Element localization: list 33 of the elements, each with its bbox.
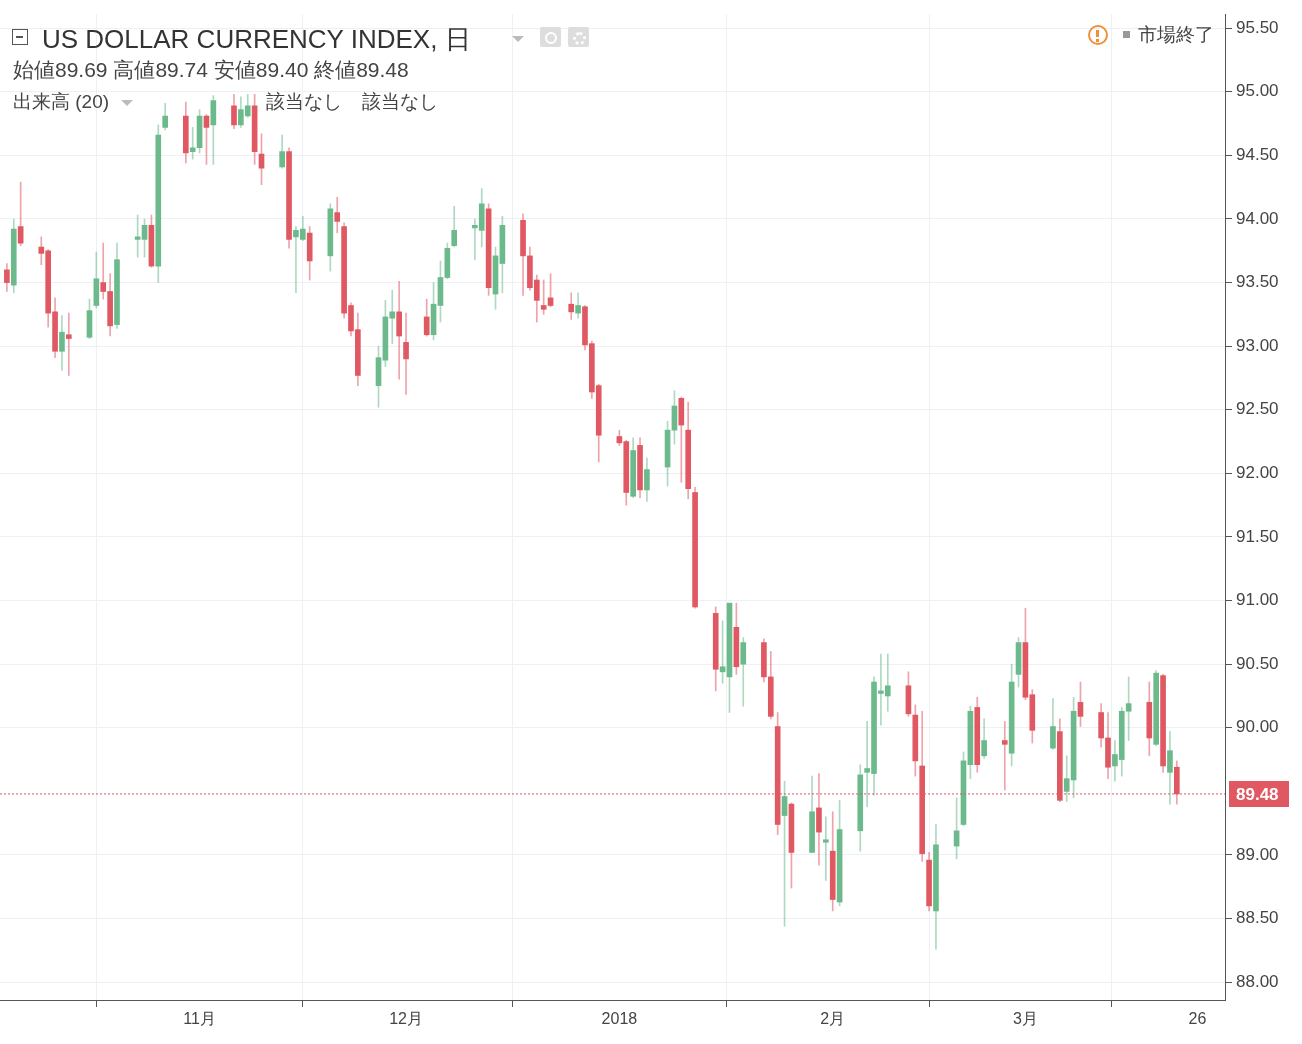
y-tick-label: 91.50 — [1236, 526, 1279, 546]
candlestick — [403, 312, 409, 395]
candlestick — [65, 312, 72, 376]
y-tick-label: 94.50 — [1236, 145, 1279, 165]
annotation: 市場終了 — [1138, 23, 1214, 47]
y-tick-label: 89.00 — [1236, 844, 1279, 864]
annotation: 出来高 (20) — [13, 90, 110, 114]
chart-title: US DOLLAR CURRENCY INDEX, 日 — [42, 23, 471, 56]
annotation: 該当なし — [266, 90, 342, 114]
y-tick-label: 94.00 — [1236, 208, 1279, 228]
y-tick-label: 92.00 — [1236, 463, 1279, 483]
x-tick-label: 11月 — [183, 1010, 216, 1028]
y-tick-label: 92.50 — [1236, 399, 1279, 419]
x-tick-label: 12月 — [389, 1010, 423, 1028]
y-tick-label: 93.50 — [1236, 272, 1279, 292]
y-tick-label: 91.00 — [1236, 590, 1279, 610]
y-tick-label: 88.00 — [1236, 971, 1279, 991]
y-tick-label: 95.00 — [1236, 81, 1279, 101]
x-tick-label: 2018 — [601, 1010, 638, 1028]
candlestick — [823, 816, 829, 881]
x-tick-label: 26 — [1188, 1010, 1207, 1028]
ref-line-label: 89.48 — [1236, 784, 1279, 804]
y-tick-label: 88.50 — [1236, 908, 1279, 928]
candlestick — [396, 280, 402, 380]
y-tick-label: 90.50 — [1236, 653, 1279, 673]
text: 始値89.69 高値89.74 安値89.40 終値89.48 — [13, 57, 409, 83]
annotation: 該当なし — [362, 90, 438, 114]
y-tick-label: 90.00 — [1236, 717, 1279, 737]
candlestick — [1001, 721, 1008, 791]
y-tick-label: 93.00 — [1236, 335, 1279, 355]
x-tick-label: 2月 — [820, 1010, 846, 1028]
x-tick-label: 3月 — [1012, 1010, 1038, 1028]
y-tick-label: 95.50 — [1236, 17, 1279, 37]
